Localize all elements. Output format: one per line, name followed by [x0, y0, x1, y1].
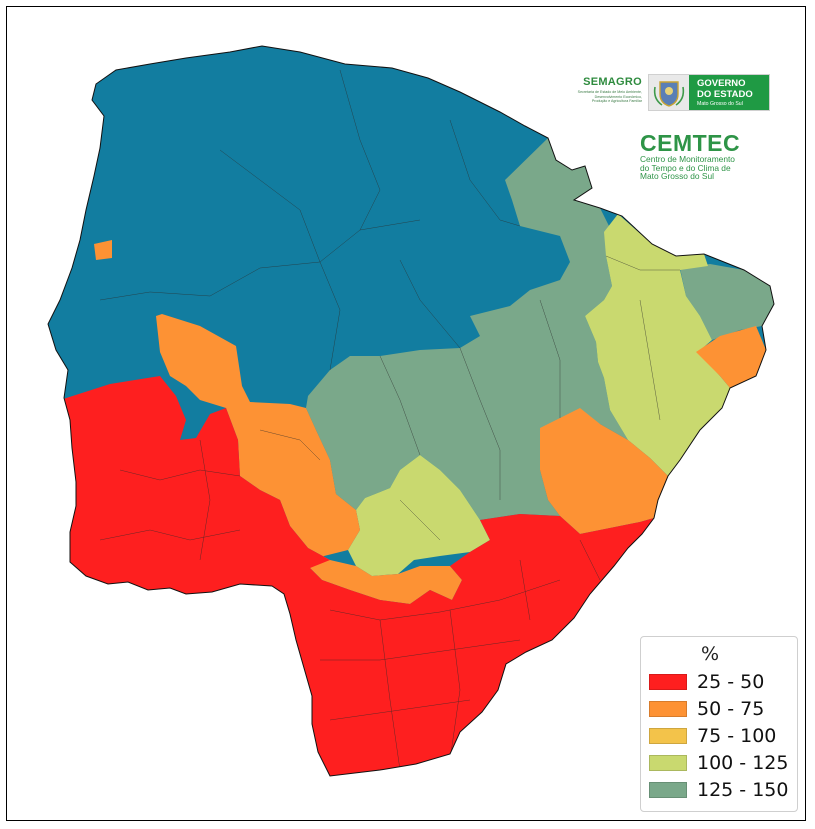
legend-item: 100 - 125	[649, 752, 788, 774]
legend-label: 50 - 75	[697, 698, 765, 720]
legend-label: 75 - 100	[697, 725, 777, 747]
semagro-logo: SEMAGRO Secretaria de Estado de Meio Amb…	[550, 76, 642, 104]
cemtec-subtitle: Centro de Monitoramento do Tempo e do Cl…	[640, 155, 740, 181]
legend-label: 125 - 150	[697, 779, 789, 801]
legend: % 25 - 50 50 - 75 75 - 100 100 - 125 125…	[640, 636, 798, 812]
legend-item: 50 - 75	[649, 698, 764, 720]
legend-swatch	[649, 674, 687, 690]
region-125-150-east	[680, 264, 774, 340]
cemtec-name: CEMTEC	[640, 130, 741, 156]
legend-swatch	[649, 755, 687, 771]
gov-line1: GOVERNO	[697, 78, 746, 89]
semagro-description: Secretaria de Estado de Meio Ambiente, D…	[550, 90, 642, 104]
municipal-boundaries	[99, 69, 680, 771]
region-50-75-east	[540, 408, 668, 534]
gov-line2: DO ESTADO	[697, 89, 753, 100]
state-crest-icon	[649, 75, 689, 110]
legend-swatch	[649, 728, 687, 744]
semagro-name: SEMAGRO	[583, 76, 642, 88]
gov-line3: Mato Grosso do Sul	[697, 101, 743, 107]
logos-block: SEMAGRO Secretaria de Estado de Meio Amb…	[550, 72, 780, 182]
region-25-50	[50, 376, 660, 776]
legend-item: 125 - 150	[649, 779, 788, 801]
cemtec-sub-line2: do Tempo e do Clima de	[640, 162, 731, 173]
legend-label: 100 - 125	[697, 752, 789, 774]
region-100-125-south	[348, 455, 490, 576]
region-50-75-northeast	[696, 326, 766, 388]
legend-item: 25 - 50	[649, 671, 764, 693]
semagro-desc-line3: Produção e Agricultura Familiar	[591, 99, 642, 104]
legend-item: 75 - 100	[649, 725, 776, 747]
semagro-desc-line1: Secretaria de Estado de Meio Ambiente,	[577, 90, 642, 94]
legend-swatch	[649, 782, 687, 798]
cemtec-sub-line3: Mato Grosso do Sul	[640, 171, 715, 182]
region-50-75-enclave	[94, 240, 112, 260]
region-50-75-central	[156, 314, 462, 604]
legend-swatch	[649, 701, 687, 717]
semagro-desc-line2: Desenvolvimento Econômico,	[594, 94, 642, 99]
cemtec-logo: CEMTEC Centro de Monitoramento do Tempo …	[640, 132, 740, 181]
region-100-125-east	[585, 214, 730, 476]
cemtec-sub-line1: Centro de Monitoramento	[640, 154, 735, 164]
state-outline	[47, 45, 775, 777]
governo-logo: GOVERNO DO ESTADO Mato Grosso do Sul	[648, 74, 770, 111]
legend-label: 25 - 50	[697, 671, 765, 693]
legend-title: %	[701, 643, 720, 665]
